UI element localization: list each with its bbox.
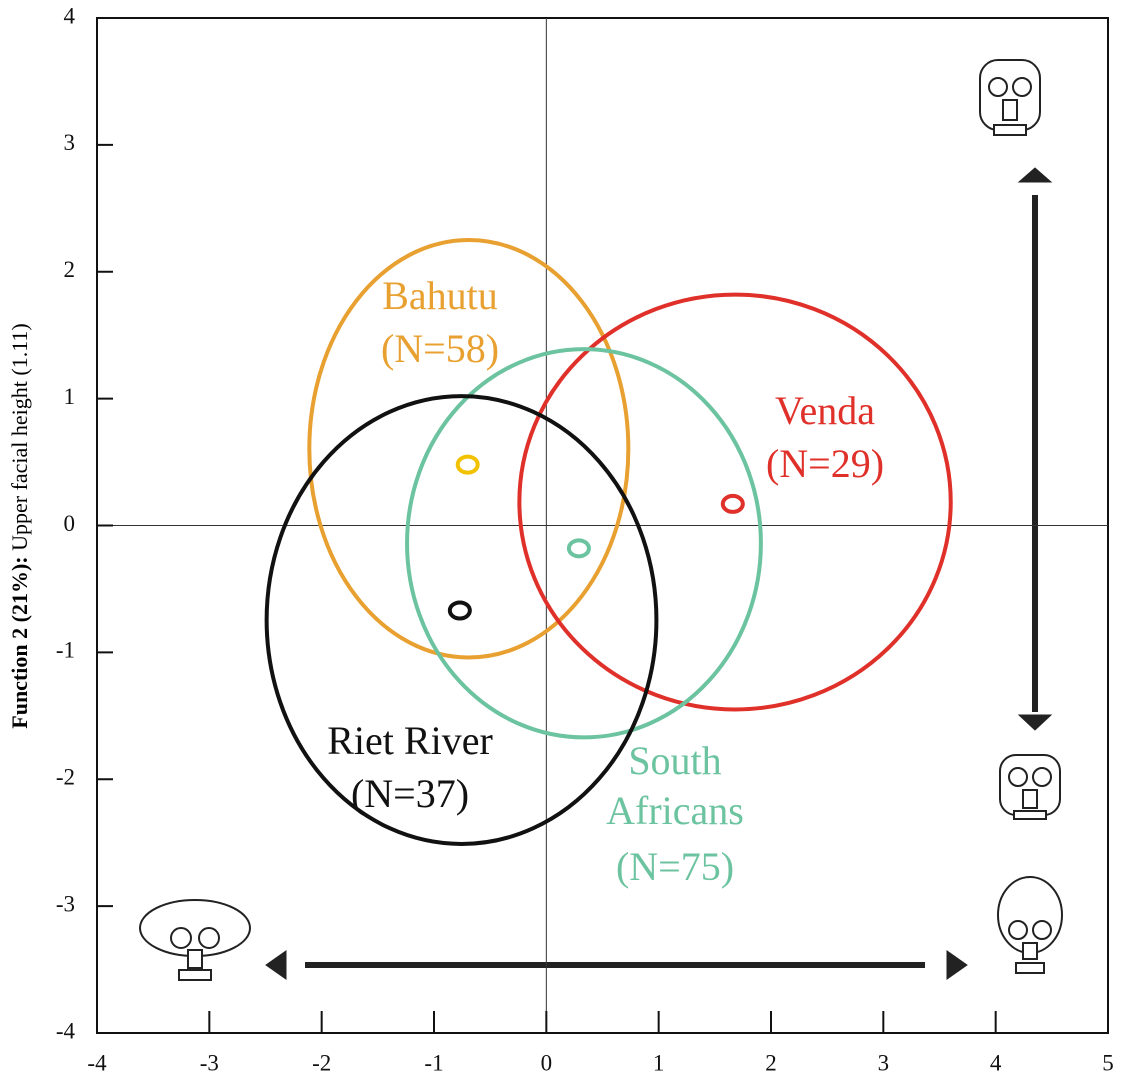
group-label: Riet River	[327, 718, 493, 763]
x-tick-label: 1	[653, 1050, 665, 1075]
y-tick-label: -3	[56, 891, 75, 916]
x-tick-label: 5	[1102, 1050, 1114, 1075]
group-n-label: (N=75)	[616, 844, 734, 889]
x-tick-label: -2	[312, 1050, 331, 1075]
x-tick-label: 4	[990, 1050, 1002, 1075]
y-tick-label: -4	[56, 1018, 76, 1043]
x-tick-label: -1	[424, 1050, 443, 1075]
y-tick-label: -2	[56, 765, 75, 790]
chart: Function 2 (21%): Upper facial height (1…	[0, 0, 1127, 1086]
y-tick-label: -1	[56, 638, 75, 663]
x-tick-label: 3	[878, 1050, 890, 1075]
x-tick-label: 2	[765, 1050, 777, 1075]
y-tick-label: 3	[64, 130, 76, 155]
y-tick-label: 0	[64, 511, 76, 536]
y-tick-label: 2	[64, 257, 76, 282]
centroid	[458, 457, 478, 473]
centroid	[450, 603, 470, 619]
group-n-label: (N=29)	[766, 441, 884, 486]
centroid	[569, 540, 589, 556]
group-n-label: (N=37)	[351, 771, 469, 816]
skull-icons	[140, 60, 1062, 980]
x-tick-label: -4	[87, 1050, 107, 1075]
y-axis-label: Function 2 (21%): Upper facial height (1…	[7, 323, 32, 728]
group-label: Venda	[775, 388, 875, 433]
group-label-line: Africans	[606, 788, 744, 833]
y-label-text: Upper facial height (1.11)	[7, 323, 32, 551]
y-tick-label: 1	[64, 384, 76, 409]
y-label-bold: Function 2 (21%):	[7, 556, 32, 728]
group-label: South Africans	[606, 738, 744, 833]
group-n-label: (N=58)	[381, 326, 499, 371]
group-label: Bahutu	[382, 273, 498, 318]
y-tick-label: 4	[64, 3, 76, 28]
group-label-line: South	[628, 738, 721, 783]
centroid	[723, 496, 743, 512]
x-tick-label: -3	[200, 1050, 219, 1075]
x-tick-label: 0	[541, 1050, 553, 1075]
